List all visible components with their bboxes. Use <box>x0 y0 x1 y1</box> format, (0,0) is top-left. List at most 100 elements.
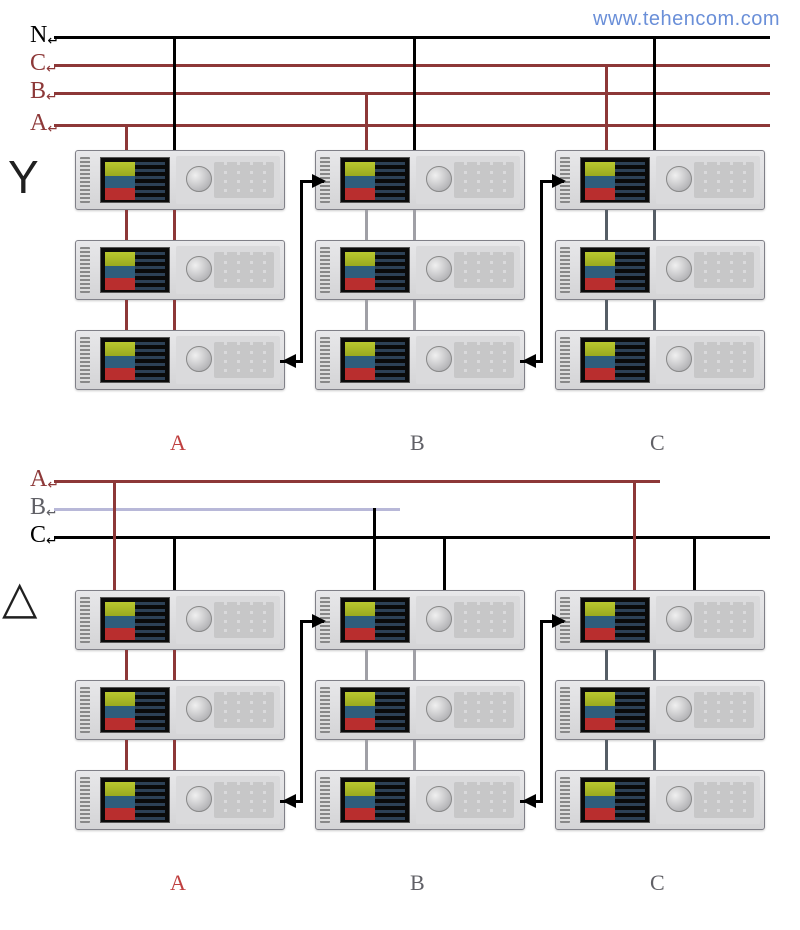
vent <box>80 247 90 293</box>
arrow-left <box>282 354 296 368</box>
device-screen <box>580 777 650 823</box>
interconnect <box>365 300 368 330</box>
feed <box>633 480 636 594</box>
vent <box>80 777 90 823</box>
interconnect <box>365 210 368 240</box>
device-panel <box>416 246 520 294</box>
device-screen <box>100 687 170 733</box>
device-panel <box>656 686 760 734</box>
device-screen <box>100 597 170 643</box>
device-screen <box>100 777 170 823</box>
column-label-C: C <box>650 430 665 456</box>
vent <box>80 157 90 203</box>
device-delta-C-1 <box>555 590 765 650</box>
device-panel <box>416 776 520 824</box>
feed <box>413 36 416 154</box>
arrow-left <box>282 794 296 808</box>
device-delta-A-2 <box>75 680 285 740</box>
device-panel <box>176 156 280 204</box>
device-panel <box>176 686 280 734</box>
device-panel <box>416 156 520 204</box>
device-screen <box>580 157 650 203</box>
device-screen <box>340 337 410 383</box>
button-grid <box>694 162 754 198</box>
interconnect <box>653 650 656 680</box>
column-label-B: B <box>410 430 425 456</box>
interconnect <box>173 740 176 770</box>
knob-icon <box>426 786 452 812</box>
device-wye-A-3 <box>75 330 285 390</box>
device-panel <box>656 596 760 644</box>
interconnect <box>605 210 608 240</box>
device-screen <box>580 337 650 383</box>
link <box>300 620 303 803</box>
interconnect <box>413 650 416 680</box>
feed <box>173 536 176 594</box>
vent <box>560 777 570 823</box>
interconnect <box>125 300 128 330</box>
interconnect <box>365 650 368 680</box>
feed <box>605 64 608 154</box>
config-symbol-wye: Y <box>8 150 39 204</box>
device-delta-B-3 <box>315 770 525 830</box>
knob-icon <box>186 786 212 812</box>
device-panel <box>656 156 760 204</box>
knob-icon <box>186 166 212 192</box>
knob-icon <box>666 786 692 812</box>
feed <box>693 536 696 594</box>
knob-icon <box>666 696 692 722</box>
arrow-left <box>522 794 536 808</box>
button-grid <box>454 342 514 378</box>
device-wye-A-2 <box>75 240 285 300</box>
vent <box>320 777 330 823</box>
interconnect <box>653 210 656 240</box>
device-delta-A-1 <box>75 590 285 650</box>
knob-icon <box>666 346 692 372</box>
device-panel <box>176 596 280 644</box>
button-grid <box>454 602 514 638</box>
device-panel <box>656 336 760 384</box>
device-screen <box>340 247 410 293</box>
device-wye-C-2 <box>555 240 765 300</box>
button-grid <box>214 342 274 378</box>
knob-icon <box>186 256 212 282</box>
arrow-right <box>312 614 326 628</box>
vent <box>560 337 570 383</box>
device-delta-B-2 <box>315 680 525 740</box>
supply-line-C <box>54 64 770 67</box>
device-screen <box>100 157 170 203</box>
device-screen <box>340 687 410 733</box>
vent <box>80 597 90 643</box>
interconnect <box>365 740 368 770</box>
button-grid <box>214 602 274 638</box>
button-grid <box>694 342 754 378</box>
interconnect <box>173 650 176 680</box>
button-grid <box>694 692 754 728</box>
button-grid <box>214 782 274 818</box>
device-panel <box>176 776 280 824</box>
vent <box>320 337 330 383</box>
supply-line-A <box>54 480 660 483</box>
interconnect <box>605 740 608 770</box>
device-panel <box>416 686 520 734</box>
button-grid <box>454 692 514 728</box>
device-delta-C-3 <box>555 770 765 830</box>
interconnect <box>413 210 416 240</box>
device-wye-C-1 <box>555 150 765 210</box>
feed <box>443 536 446 594</box>
device-panel <box>416 596 520 644</box>
device-wye-B-2 <box>315 240 525 300</box>
interconnect <box>605 300 608 330</box>
device-screen <box>580 247 650 293</box>
interconnect <box>173 210 176 240</box>
feed <box>653 36 656 154</box>
device-screen <box>580 597 650 643</box>
knob-icon <box>426 256 452 282</box>
section-delta: △A↵B↵C↵ABC <box>0 460 800 930</box>
interconnect <box>653 740 656 770</box>
knob-icon <box>666 606 692 632</box>
knob-icon <box>426 696 452 722</box>
supply-line-C <box>54 536 770 539</box>
arrow-right <box>552 174 566 188</box>
knob-icon <box>666 256 692 282</box>
